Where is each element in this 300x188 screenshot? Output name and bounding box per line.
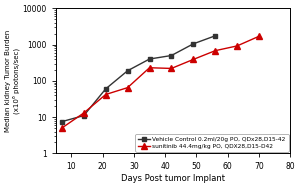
Legend: Vehicle Control 0.2ml/20g PO, QDx28,D15-42, sunitinib 44.4mg/kg PO, QDX28,D15-D4: Vehicle Control 0.2ml/20g PO, QDx28,D15-… — [135, 134, 289, 152]
Y-axis label: Median kidney Tumor Burden
(x10⁶ photons/sec): Median kidney Tumor Burden (x10⁶ photons… — [5, 30, 20, 132]
Vehicle Control 0.2ml/20g PO, QDx28,D15-42 — [191, 43, 195, 45]
Line: sunitinib 44.4mg/kg PO, QDX28,D15-D42: sunitinib 44.4mg/kg PO, QDX28,D15-D42 — [59, 33, 262, 131]
sunitinib 44.4mg/kg PO, QDX28,D15-D42 — [126, 86, 129, 89]
X-axis label: Days Post tumor Implant: Days Post tumor Implant — [121, 174, 225, 183]
sunitinib 44.4mg/kg PO, QDX28,D15-D42 — [257, 35, 261, 37]
sunitinib 44.4mg/kg PO, QDX28,D15-D42 — [148, 67, 151, 69]
Vehicle Control 0.2ml/20g PO, QDx28,D15-42 — [82, 114, 85, 117]
sunitinib 44.4mg/kg PO, QDX28,D15-D42 — [235, 45, 239, 47]
Vehicle Control 0.2ml/20g PO, QDx28,D15-42 — [148, 58, 151, 60]
Vehicle Control 0.2ml/20g PO, QDx28,D15-42 — [213, 35, 217, 37]
Vehicle Control 0.2ml/20g PO, QDx28,D15-42 — [126, 70, 129, 72]
Vehicle Control 0.2ml/20g PO, QDx28,D15-42 — [104, 88, 107, 90]
sunitinib 44.4mg/kg PO, QDX28,D15-D42 — [213, 50, 217, 52]
sunitinib 44.4mg/kg PO, QDX28,D15-D42 — [60, 127, 64, 129]
sunitinib 44.4mg/kg PO, QDX28,D15-D42 — [169, 67, 173, 70]
Line: Vehicle Control 0.2ml/20g PO, QDx28,D15-42: Vehicle Control 0.2ml/20g PO, QDx28,D15-… — [59, 33, 217, 124]
sunitinib 44.4mg/kg PO, QDX28,D15-D42 — [104, 93, 107, 96]
sunitinib 44.4mg/kg PO, QDX28,D15-D42 — [82, 112, 85, 114]
sunitinib 44.4mg/kg PO, QDX28,D15-D42 — [191, 58, 195, 61]
Vehicle Control 0.2ml/20g PO, QDx28,D15-42 — [60, 121, 64, 123]
Vehicle Control 0.2ml/20g PO, QDx28,D15-42 — [169, 54, 173, 57]
